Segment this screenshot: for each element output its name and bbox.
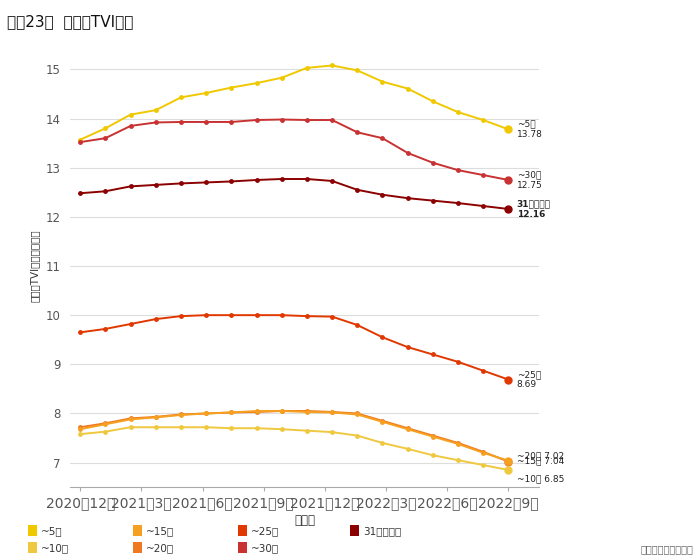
Text: ~25年: ~25年 — [251, 526, 279, 536]
Text: ~10年 6.85: ~10年 6.85 — [517, 474, 564, 483]
Text: ~15年: ~15年 — [146, 526, 174, 536]
Text: ~25年
8.69: ~25年 8.69 — [517, 370, 541, 389]
Text: ~20年 7.02: ~20年 7.02 — [517, 451, 564, 460]
X-axis label: 公開月: 公開月 — [294, 515, 315, 528]
Text: ~5年: ~5年 — [41, 526, 62, 536]
Text: ~5年
13.78: ~5年 13.78 — [517, 120, 542, 139]
Text: 分析：株式会社タス: 分析：株式会社タス — [640, 544, 693, 554]
Text: ~20年: ~20年 — [146, 543, 174, 553]
Text: 31年目以降
12.16: 31年目以降 12.16 — [517, 199, 551, 218]
Text: ~30年: ~30年 — [251, 543, 279, 553]
Y-axis label: 空室率TVI［ポイント］: 空室率TVI［ポイント］ — [29, 230, 40, 302]
Text: ~30年
12.75: ~30年 12.75 — [517, 170, 542, 190]
Text: ~15年 7.04: ~15年 7.04 — [517, 456, 564, 465]
Text: ~10年: ~10年 — [41, 543, 69, 553]
Text: 31年目以降: 31年目以降 — [363, 526, 401, 536]
Text: 東京23区  築年別TVI推移: 東京23区 築年別TVI推移 — [7, 14, 134, 29]
